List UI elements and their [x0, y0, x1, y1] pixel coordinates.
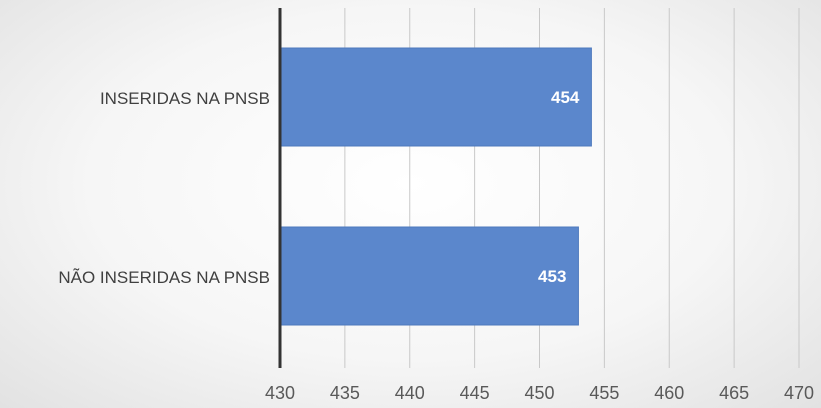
bars	[279, 47, 592, 326]
x-tick-label-465: 465	[719, 383, 749, 403]
x-tick-label-430: 430	[265, 383, 295, 403]
category-label-2: NÃO INSERIDAS NA PNSB	[58, 268, 270, 287]
x-tick-label-435: 435	[330, 383, 360, 403]
x-tick-label-440: 440	[395, 383, 425, 403]
x-tick-label-470: 470	[784, 383, 814, 403]
x-tick-label-450: 450	[524, 383, 554, 403]
bar-1	[279, 47, 592, 147]
x-tick-label-455: 455	[589, 383, 619, 403]
labels: 430 435 440 445 450 455 460 465 470 454 INSERIDAS …	[58, 88, 814, 403]
data-label-1: 454	[551, 88, 580, 107]
x-tick-label-460: 460	[654, 383, 684, 403]
category-label-1: INSERIDAS NA PNSB	[100, 89, 270, 108]
data-label-2: 453	[538, 267, 566, 286]
bar-2	[279, 226, 579, 326]
x-tick-label-445: 445	[460, 383, 490, 403]
